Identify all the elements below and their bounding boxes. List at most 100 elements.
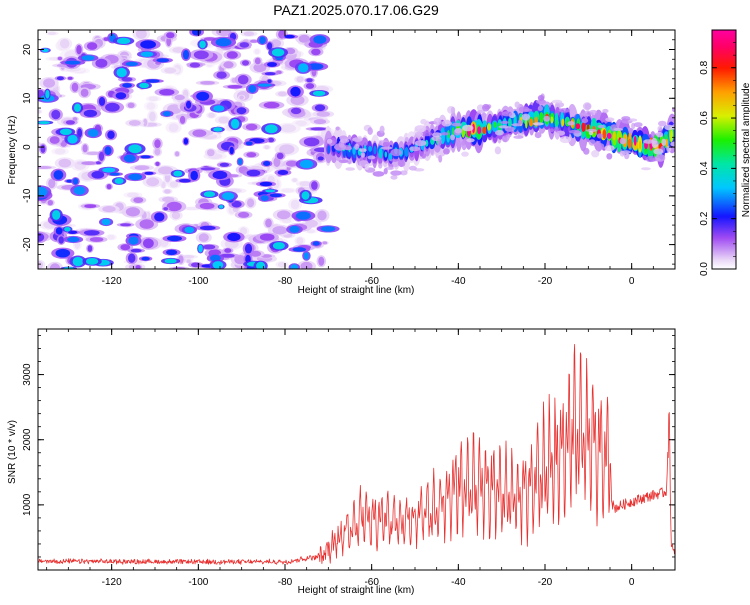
noise-blob-core xyxy=(265,124,278,134)
ridge-fringe xyxy=(335,126,340,131)
noise-blob-core xyxy=(237,75,249,85)
noise-blob-core xyxy=(82,144,88,153)
noise-blob-core xyxy=(256,261,266,269)
noise-blob-core xyxy=(174,94,185,101)
noise-blob-core xyxy=(60,128,72,135)
ridge-fringe xyxy=(340,138,350,143)
ridge-fringe xyxy=(385,166,394,170)
noise-blob-core xyxy=(58,158,72,168)
ridge-blob xyxy=(612,131,616,141)
noise-blob-core xyxy=(264,145,270,150)
ridge-fringe xyxy=(380,146,393,150)
noise-blob-core xyxy=(219,162,230,167)
noise-blob-core xyxy=(306,78,313,83)
noise-blob-core xyxy=(212,261,224,269)
noise-blob-core xyxy=(49,136,60,144)
noise-blob-core xyxy=(115,92,127,100)
noise-blob-core xyxy=(158,166,174,175)
ridge-fringe xyxy=(517,119,523,125)
noise-blob-core xyxy=(243,31,255,36)
noise-blob-core xyxy=(198,233,209,242)
ridge-fringe xyxy=(554,126,559,132)
ridge-fringe xyxy=(588,130,594,136)
ridge-fringe xyxy=(633,122,643,128)
x-tick-label: -20 xyxy=(538,577,553,588)
ridge-fringe xyxy=(602,108,609,114)
noise-blob-core xyxy=(43,78,56,88)
noise-blob-core xyxy=(164,67,177,74)
ridge-fringe xyxy=(624,152,630,160)
ridge-blob xyxy=(384,151,388,158)
noise-blob-core xyxy=(114,178,124,184)
x-tick-label: -80 xyxy=(278,276,293,287)
ridge-fringe xyxy=(500,120,510,124)
noise-blob-core xyxy=(215,38,232,47)
noise-blob-core xyxy=(109,172,120,176)
ridge-fringe xyxy=(657,126,663,131)
noise-blob-core xyxy=(254,49,260,55)
noise-blob-core xyxy=(290,107,302,115)
noise-blob-core xyxy=(59,38,70,49)
noise-blob-core xyxy=(320,226,336,232)
noise-blob-core xyxy=(269,193,282,198)
noise-blob-core xyxy=(289,225,300,233)
ridge-blob xyxy=(550,116,554,124)
noise-blob-core xyxy=(166,32,175,39)
ridge-fringe xyxy=(390,170,402,176)
ridge-fringe xyxy=(379,125,385,134)
ridge-fringe xyxy=(363,141,368,146)
ridge-fringe xyxy=(567,121,575,126)
noise-blob-core xyxy=(295,120,307,127)
ridge-fringe xyxy=(476,104,485,112)
noise-blob-core xyxy=(303,252,309,260)
ridge-fringe xyxy=(664,124,674,131)
noise-blob-core xyxy=(179,178,191,183)
noise-blob-core xyxy=(182,255,195,259)
ridge-fringe xyxy=(359,148,367,153)
ridge-fringe xyxy=(494,146,502,155)
ridge-fringe xyxy=(653,148,664,155)
ridge-fringe xyxy=(367,155,376,160)
ridge-fringe xyxy=(658,120,667,127)
noise-blob-core xyxy=(83,230,100,236)
ridge-blob xyxy=(493,121,497,128)
noise-blob-core xyxy=(298,63,309,73)
ridge-blob xyxy=(472,123,475,134)
noise-blob-core xyxy=(234,255,247,265)
ridge-blob xyxy=(404,147,409,157)
noise-blob-core xyxy=(246,169,261,177)
snr-line-plot xyxy=(38,343,675,566)
noise-blob-core xyxy=(296,211,311,220)
top-y-axis-label: Frequency (Hz) xyxy=(7,116,18,185)
ridge-fringe xyxy=(670,141,675,147)
noise-blob-core xyxy=(121,77,133,82)
noise-blob-core xyxy=(305,83,315,89)
noise-blob-core xyxy=(128,144,142,154)
noise-blob-core xyxy=(316,111,331,117)
ridge-blob xyxy=(482,126,487,135)
noise-blob-core xyxy=(127,102,135,109)
noise-blob-core xyxy=(318,256,325,266)
noise-blob-core xyxy=(139,82,150,89)
colorbar-tick-label: 0.4 xyxy=(699,161,710,175)
ridge-blob xyxy=(575,123,581,130)
noise-blob-core xyxy=(149,111,156,122)
noise-blob-core xyxy=(45,89,50,99)
noise-blob-core xyxy=(74,103,81,113)
ridge-fringe xyxy=(569,129,581,134)
noise-blob-core xyxy=(38,109,41,114)
noise-blob-core xyxy=(265,218,272,228)
ridge-fringe xyxy=(432,132,442,138)
noise-blob-core xyxy=(277,91,287,97)
noise-blob-core xyxy=(40,144,46,153)
noise-blob-core xyxy=(55,248,71,258)
noise-blob-core xyxy=(208,112,215,118)
ridge-fringe xyxy=(591,150,600,158)
noise-blob-core xyxy=(248,85,257,93)
noise-blob-core xyxy=(81,55,95,61)
ridge-fringe xyxy=(454,127,463,134)
noise-blob-core xyxy=(178,255,184,264)
ridge-fringe xyxy=(651,137,658,145)
ridge-blob xyxy=(368,145,372,152)
